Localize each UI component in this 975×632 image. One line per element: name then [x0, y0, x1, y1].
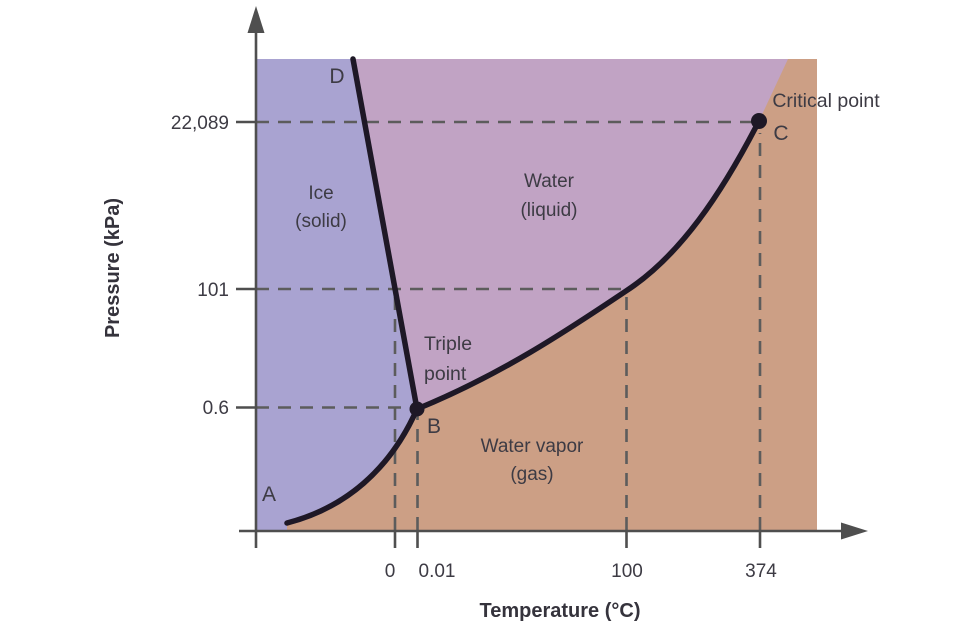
- point-label-d: D: [329, 65, 344, 88]
- region-label-solid-line2: (solid): [295, 211, 347, 232]
- region-label-gas-line2: (gas): [510, 464, 553, 485]
- y-axis-arrow-icon: [247, 6, 265, 33]
- point-label-a: A: [262, 483, 276, 506]
- point-label-b: B: [427, 415, 441, 438]
- triple-point-label-line2: point: [424, 363, 467, 385]
- x-tick-zero: 0: [385, 561, 396, 582]
- sublimation-curve: [284, 406, 420, 526]
- x-tick-boiling: 100: [611, 561, 643, 582]
- x-axis-arrow-icon: [841, 522, 868, 540]
- x-tick-critical: 374: [745, 561, 777, 582]
- fusion-curve: [350, 56, 420, 412]
- y-axis-title: Pressure (kPa): [102, 198, 124, 338]
- region-label-liquid-line1: Water: [524, 171, 575, 192]
- triple-point-label-line1: Triple: [424, 333, 472, 355]
- x-tick-triple: 0.01: [419, 561, 456, 582]
- point-label-c: C: [773, 122, 788, 145]
- y-tick-critical-pressure: 22,089: [171, 113, 229, 134]
- critical-point-label: Critical point: [772, 90, 880, 112]
- region-label-solid-line1: Ice: [308, 183, 333, 204]
- x-axis-title: Temperature (°C): [480, 600, 641, 622]
- liquid-region: [353, 59, 788, 409]
- critical-point-dot: [751, 113, 767, 129]
- region-label-gas-line1: Water vapor: [481, 436, 584, 457]
- y-tick-triple-pressure: 0.6: [203, 398, 229, 419]
- ice-region: [256, 59, 417, 530]
- vaporization-curve: [414, 118, 762, 412]
- triple-point-dot: [409, 401, 425, 417]
- axis-ticks: [236, 120, 762, 548]
- y-tick-atmospheric-pressure: 101: [197, 280, 229, 301]
- region-label-liquid-line2: (liquid): [520, 200, 577, 221]
